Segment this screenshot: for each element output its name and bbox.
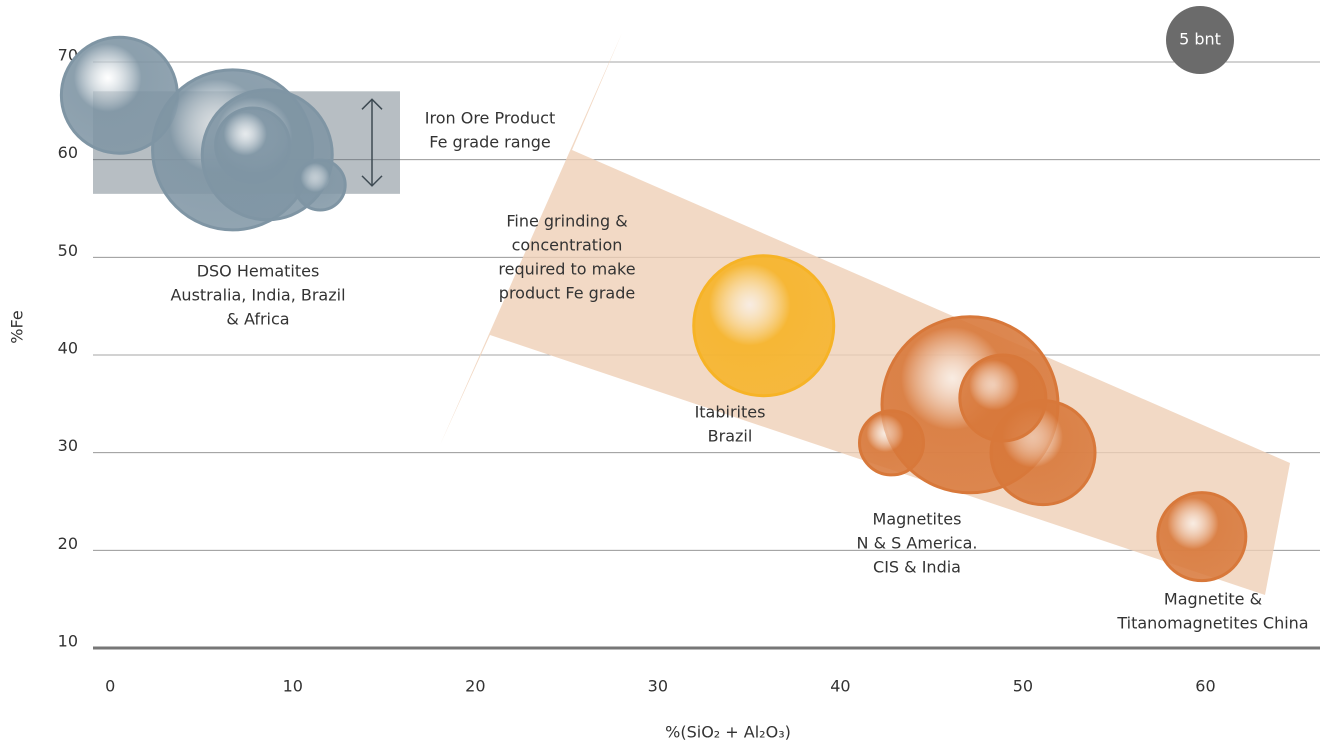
arrow-annotation: concentration — [512, 236, 623, 255]
y-tick-label: 50 — [58, 241, 78, 260]
arrow-annotation: product Fe grade — [499, 284, 635, 303]
series-label: Brazil — [708, 427, 753, 446]
series-label: DSO Hematites — [197, 262, 320, 281]
bubble — [858, 409, 926, 477]
x-tick-label: 20 — [465, 677, 485, 696]
x-tick-label: 0 — [105, 677, 115, 696]
series-label: & Africa — [226, 310, 289, 329]
series-label: Itabirites — [695, 403, 766, 422]
bubble — [958, 353, 1048, 443]
series-label: Magnetites — [873, 510, 962, 529]
x-tick-label: 10 — [283, 677, 303, 696]
series-label: Titanomagnetites China — [1116, 614, 1308, 633]
series-label: Australia, India, Brazil — [170, 286, 345, 305]
y-tick-label: 20 — [58, 534, 78, 553]
x-tick-label: 40 — [830, 677, 850, 696]
y-axis-label: %Fe — [8, 310, 27, 343]
y-tick-label: 10 — [58, 632, 78, 651]
x-axis-label: %(SiO₂ + Al₂O₃) — [665, 723, 791, 742]
series-label: Magnetite & — [1164, 590, 1262, 609]
bubble — [293, 158, 347, 212]
bubble — [692, 254, 836, 398]
grade-arrow-head — [361, 98, 383, 110]
grade-annotation: Iron Ore Product — [425, 109, 555, 128]
arrow-annotation: required to make — [498, 260, 635, 279]
x-tick-label: 60 — [1195, 677, 1215, 696]
arrow-annotation: Fine grinding & — [506, 212, 627, 231]
size-badge — [1166, 6, 1234, 74]
bubble — [1156, 491, 1248, 583]
y-tick-label: 30 — [58, 436, 78, 455]
series-label: N & S America. — [857, 534, 978, 553]
y-tick-label: 60 — [58, 143, 78, 162]
x-tick-label: 50 — [1013, 677, 1033, 696]
series-label: CIS & India — [873, 558, 961, 577]
process-arrow — [440, 33, 1290, 595]
grade-annotation: Fe grade range — [429, 133, 550, 152]
grade-arrow-head — [361, 175, 383, 187]
bubble — [214, 106, 292, 184]
y-tick-label: 40 — [58, 339, 78, 358]
x-tick-label: 30 — [648, 677, 668, 696]
size-badge-label: 5 bnt — [1179, 30, 1221, 49]
